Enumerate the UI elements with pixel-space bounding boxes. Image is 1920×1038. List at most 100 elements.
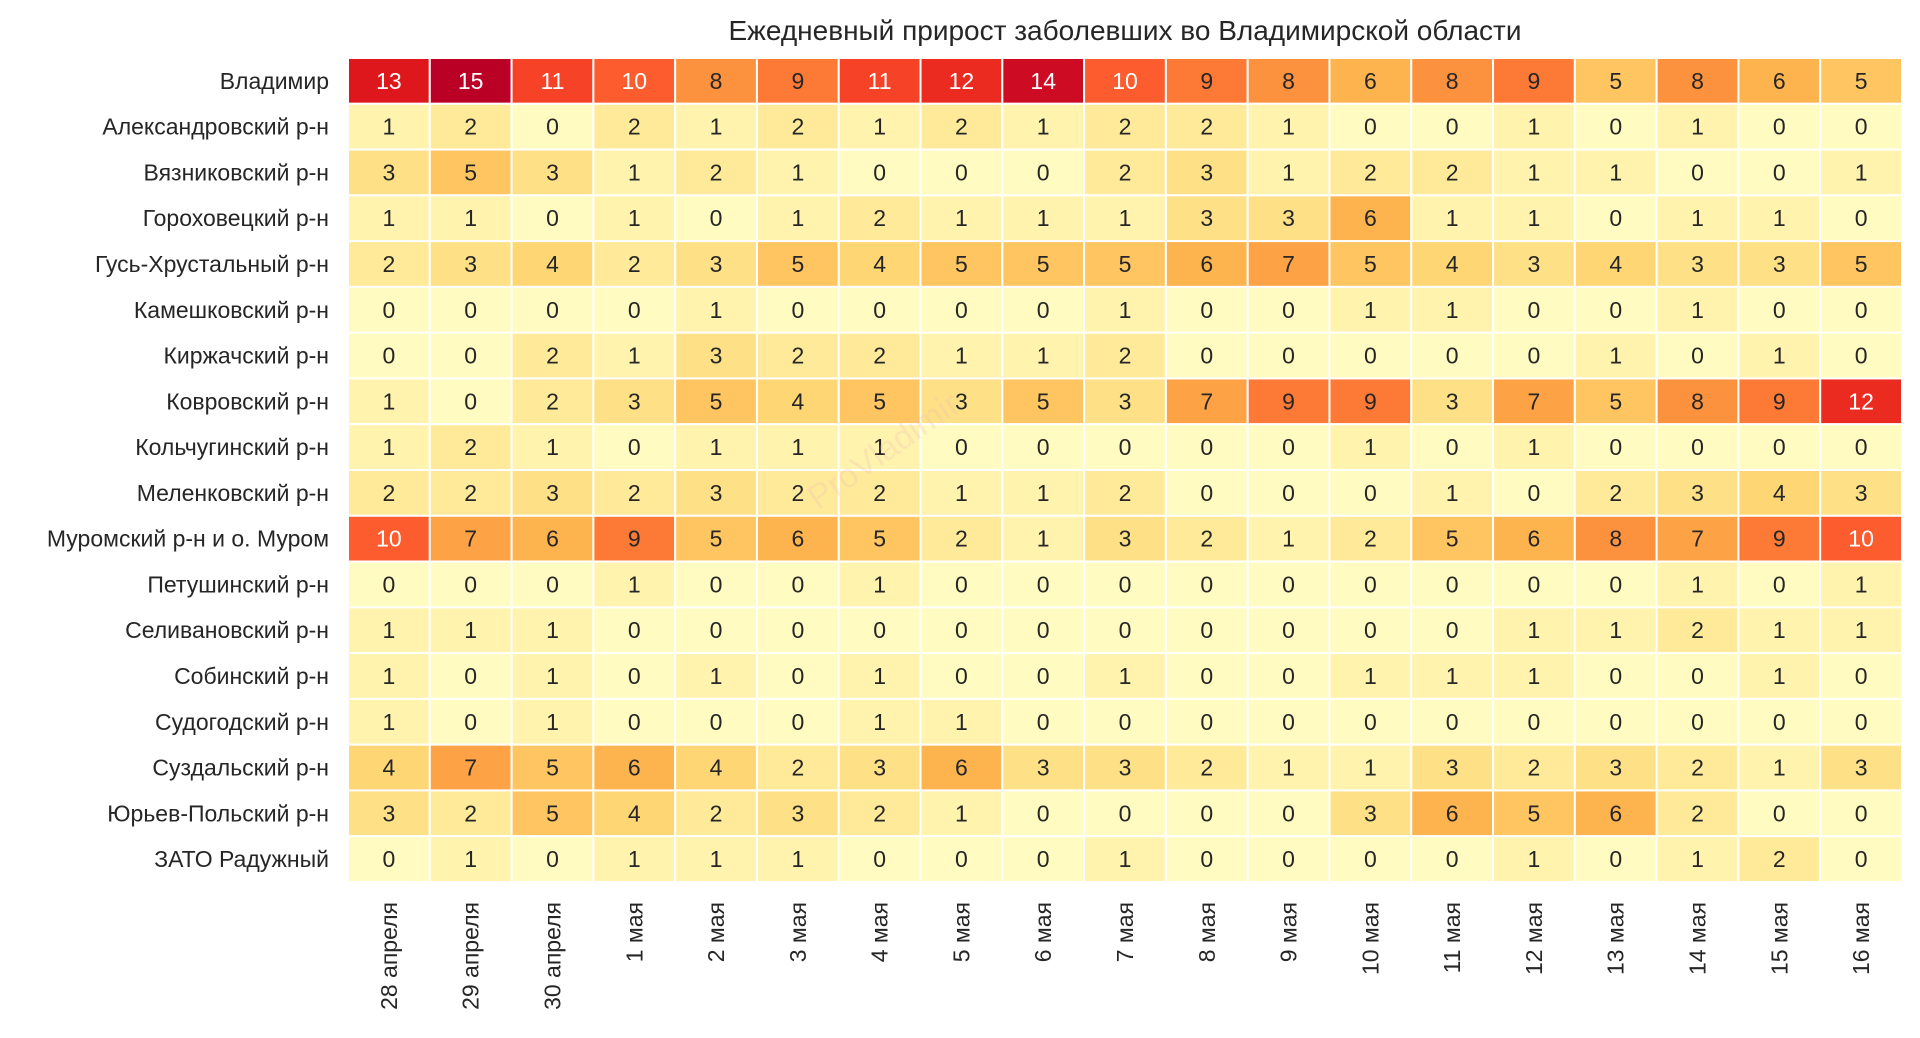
heatmap-cell [1737,652,1822,700]
heatmap-cell [1737,194,1822,243]
cell-value-label: 0 [955,846,968,872]
cell-value-label: 6 [955,755,968,781]
cell-value-label: 2 [628,251,641,277]
heatmap-cell [919,423,1004,472]
cell-value-label: 2 [791,343,804,369]
heatmap-cell [1246,514,1331,563]
cell-value-label: 0 [1773,571,1786,597]
cell-value-label: 0 [1446,617,1459,643]
cell-value-label: 1 [1037,343,1050,369]
cell-value-label: 1 [1691,114,1704,140]
heatmap-cell [1655,194,1740,243]
cell-value-label: 2 [1200,114,1213,140]
column-label: 3 мая [785,902,811,962]
cell-value-label: 0 [1609,297,1622,323]
cell-value-label: 0 [1200,434,1213,460]
heatmap-cell [347,423,431,472]
heatmap-cell [592,148,677,197]
cell-value-label: 0 [1282,343,1295,369]
cell-value-label: 2 [1119,343,1132,369]
row-label: Судогодский р-н [155,709,329,735]
cell-value-label: 0 [1119,571,1132,597]
cell-value-label: 3 [1119,755,1132,781]
cell-value-label: 8 [1446,68,1459,94]
cell-value-label: 8 [1609,526,1622,552]
heatmap-cell [1573,377,1658,426]
cell-value-label: 4 [1446,251,1459,277]
cell-value-label: 4 [382,755,395,781]
heatmap-cell [1573,652,1658,700]
cell-value-label: 7 [464,526,477,552]
column-label: 30 апреля [539,902,565,1010]
cell-value-label: 1 [873,663,886,689]
cell-value-label: 4 [791,388,804,414]
cell-value-label: 0 [628,617,641,643]
cell-value-label: 0 [1282,571,1295,597]
heatmap-cell [674,469,758,517]
cell-value-label: 0 [1200,480,1213,506]
heatmap-cell [1655,652,1740,700]
cell-value-label: 1 [1773,343,1786,369]
cell-value-label: 2 [464,114,477,140]
heatmap-cell [428,514,513,563]
cell-value-label: 8 [710,68,723,94]
heatmap-cell [1001,835,1086,884]
cell-value-label: 1 [1609,343,1622,369]
cell-value-label: 0 [873,846,886,872]
cell-value-label: 1 [1528,114,1541,140]
cell-value-label: 7 [1200,388,1213,414]
cell-value-label: 0 [382,343,395,369]
heatmap-cell [1819,560,1904,609]
heatmap-cell [1819,194,1904,243]
heatmap-cell [347,331,431,380]
cell-value-label: 5 [1609,68,1622,94]
cell-value-label: 2 [1691,755,1704,781]
cell-value-label: 1 [1528,846,1541,872]
heatmap-cell [755,331,840,380]
heatmap-cell [1655,789,1740,838]
cell-value-label: 2 [791,755,804,781]
cell-value-label: 1 [1528,434,1541,460]
cell-value-label: 2 [1200,755,1213,781]
heatmap-cell [1083,697,1167,746]
cell-value-label: 11 [541,68,565,94]
heatmap-cell [1819,377,1904,426]
cell-value-label: 3 [710,251,723,277]
heatmap-cell [1246,148,1331,197]
heatmap-cell [1328,423,1413,472]
cell-value-label: 0 [546,571,559,597]
heatmap-cell [1246,789,1331,838]
heatmap-cell [1410,57,1495,105]
heatmap-cell [1246,240,1331,288]
cell-value-label: 0 [1282,617,1295,643]
heatmap-cell [1737,606,1822,655]
column-label: 1 мая [621,902,647,962]
cell-value-label: 1 [1773,663,1786,689]
heatmap-cell [1492,423,1576,472]
heatmap-cell [347,102,431,151]
heatmap-cell [1001,469,1086,517]
cell-value-label: 3 [1773,251,1786,277]
heatmap-cell [755,377,840,426]
cell-value-label: 8 [1691,388,1704,414]
cell-value-label: 2 [1691,800,1704,826]
heatmap-cell [755,469,840,517]
heatmap-cell [1246,423,1331,472]
cell-value-label: 1 [628,159,641,185]
heatmap-cell [674,835,758,884]
heatmap-cell [919,743,1004,792]
cell-value-label: 0 [1200,617,1213,643]
heatmap-cell [1083,102,1167,151]
cell-value-label: 4 [873,251,886,277]
cell-value-label: 1 [955,205,968,231]
cell-value-label: 0 [1119,617,1132,643]
heatmap-cell [592,194,677,243]
cell-value-label: 2 [546,343,559,369]
cell-value-label: 0 [1364,114,1377,140]
heatmap-cell [1819,652,1904,700]
cell-value-label: 4 [546,251,559,277]
column-label: 8 мая [1194,902,1220,962]
cell-value-label: 0 [1200,343,1213,369]
cell-value-label: 1 [1037,526,1050,552]
cell-value-label: 2 [546,388,559,414]
